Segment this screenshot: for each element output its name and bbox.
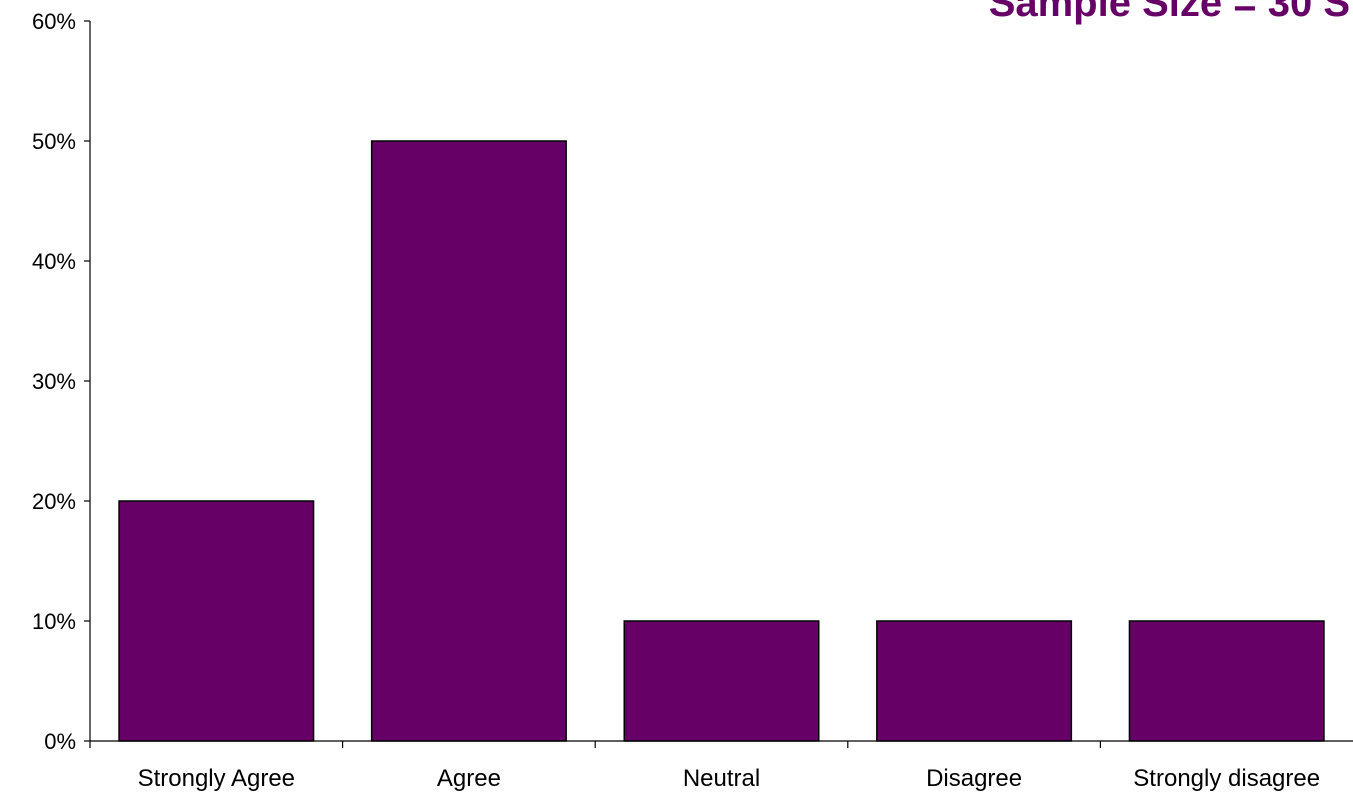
x-tick-label: Disagree (926, 765, 1022, 792)
y-tick-label: 50% (32, 129, 76, 154)
x-axis (89, 740, 1353, 748)
bar-disagree (876, 620, 1073, 742)
x-tick-label: Strongly disagree (1133, 765, 1320, 792)
x-tick-label: Neutral (683, 765, 760, 792)
y-axis: 0% 10% 20% 30% 40% 50% 60% (32, 9, 91, 754)
bar-strongly-disagree (1128, 620, 1325, 742)
y-tick-label: 60% (32, 9, 76, 34)
x-labels: Strongly Agree Agree Neutral Disagree Strong… (138, 765, 1321, 792)
bar-strongly-agree (118, 500, 315, 742)
y-tick-label: 0% (44, 729, 76, 754)
y-tick-label: 40% (32, 249, 76, 274)
bar-agree (370, 140, 567, 742)
x-tick-label: Strongly Agree (138, 765, 295, 792)
bars (118, 140, 1325, 742)
y-tick-label: 30% (32, 369, 76, 394)
x-tick-label: Agree (437, 765, 501, 792)
y-tick-label: 10% (32, 609, 76, 634)
bar-neutral (623, 620, 820, 742)
chart-title: Sample Size = 30 S (989, 0, 1350, 25)
y-tick-label: 20% (32, 489, 76, 514)
